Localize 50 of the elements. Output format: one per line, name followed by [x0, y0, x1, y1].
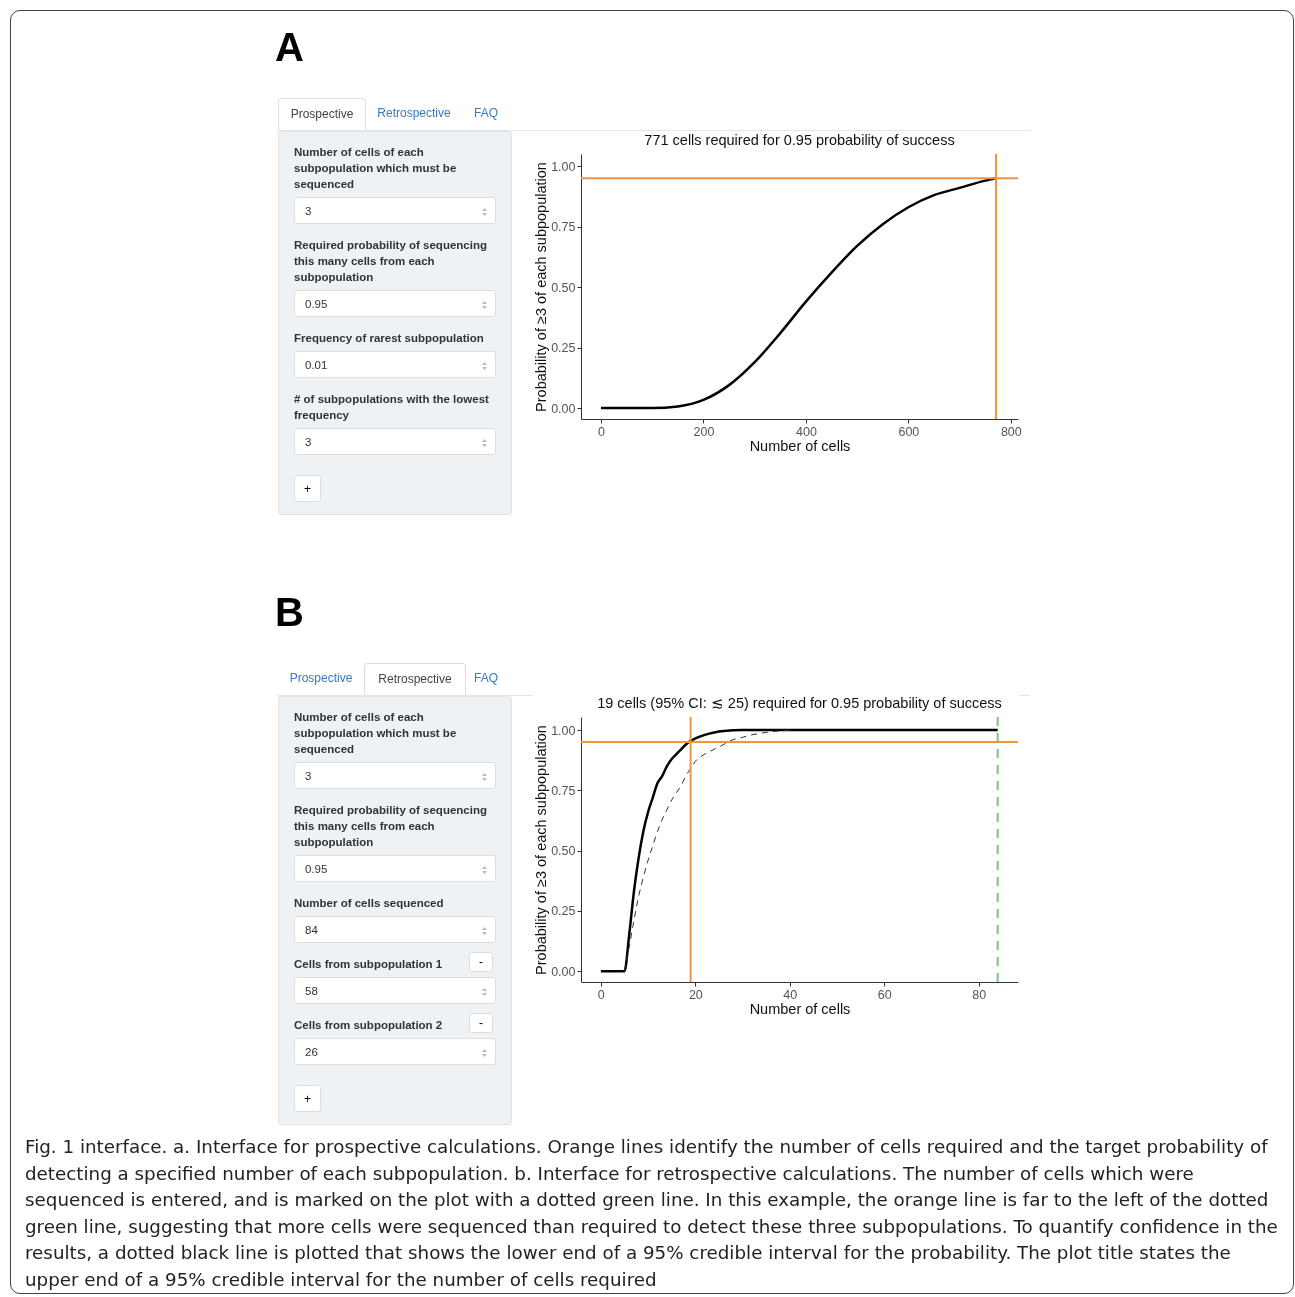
- y-tick-label: 0.50: [551, 280, 576, 295]
- number-field: 3: [294, 762, 496, 789]
- y-tick-label: 0.00: [551, 964, 576, 979]
- x-tick-label: 200: [693, 424, 715, 439]
- button: -: [469, 1013, 493, 1033]
- number-field: 3: [294, 197, 496, 224]
- number-field: 0.95: [294, 855, 496, 882]
- number-field: 3: [294, 428, 496, 455]
- button: -: [469, 952, 493, 972]
- text: FAQ: [473, 105, 499, 122]
- x-tick-label: 0: [597, 987, 605, 1002]
- x-tick-label: 40: [783, 987, 798, 1002]
- text: FAQ: [473, 670, 499, 687]
- y-tick-label: 0.75: [551, 783, 576, 798]
- text: Prospective: [288, 670, 354, 687]
- y-tick-label: 0.00: [551, 401, 576, 416]
- x-axis-title: Number of cells: [749, 438, 851, 454]
- chart-title: 771 cells required for 0.95 probability of success: [644, 131, 955, 148]
- y-axis-title: Probability of ≥3 of each subpopulation: [533, 162, 550, 412]
- x-tick-label: 20: [688, 987, 703, 1002]
- text: B: [275, 590, 304, 635]
- number-field: 84: [294, 916, 496, 943]
- text: Prospective: [278, 98, 366, 130]
- y-axis-title: Probability of ≥3 of each subpopulation: [533, 725, 550, 975]
- button: +: [294, 475, 321, 502]
- form-panel: Number of cells of each subpopulation which must be sequenced 3 Required probability of sequencing this many cells from each subpopulation 0.95 Number of cells sequenced 84 Cells from subpopulation 1 - 58 Cells from subpopulation 2 - 26 +: [278, 696, 512, 1125]
- y-tick-label: 0.25: [551, 341, 576, 356]
- y-tick-label: 0.50: [551, 844, 576, 859]
- x-axis-title: Number of cells: [749, 1001, 851, 1017]
- text: Retrospective: [376, 105, 452, 122]
- y-tick-label: 0.75: [551, 220, 576, 235]
- x-tick-label: 80: [972, 987, 987, 1002]
- chart-title: 19 cells (95% CI: ≲ 25) required for 0.95 probability of success: [597, 694, 1002, 711]
- caption: Fig. 1 interface. a. Interface for prospective calculations. Orange lines identify the number of cells required and the target probability of detecting a specified number of each subpopulation. b. Interface for retrospective calculations. The number of cells which were sequenced is entered, and is marked on the plot with a dotted green line. In this example, the orange line is far to the left of the dotted green line, suggesting that more cells were sequenced than required to detect these three subpopulations. To quantify confidence in the results, a dotted black line is plotted that shows the lower end of a 95% credible interval for the probability. The plot title states the upper end of a 95% credible interval for the number of cells required: [25, 1135, 1279, 1292]
- y-tick-label: 1.00: [551, 723, 576, 738]
- y-tick-label: 1.00: [551, 159, 576, 174]
- number-field: 58: [294, 977, 496, 1004]
- text: Retrospective: [364, 663, 466, 695]
- x-tick-label: 60: [877, 987, 892, 1002]
- number-field: 0.95: [294, 290, 496, 317]
- x-tick-label: 0: [598, 424, 605, 439]
- number-field: 26: [294, 1038, 496, 1065]
- text: A: [275, 25, 304, 70]
- form-panel: Number of cells of each subpopulation which must be sequenced 3 Required probability of sequencing this many cells from each subpopulation 0.95 Frequency of rarest subpopulation 0.01 # of subpopulations with the lowest frequency 3 +: [278, 131, 512, 515]
- x-tick-label: 400: [795, 424, 817, 439]
- x-tick-label: 800: [1000, 424, 1022, 439]
- number-field: 0.01: [294, 351, 496, 378]
- y-tick-label: 0.25: [551, 904, 576, 919]
- x-tick-label: 600: [898, 424, 920, 439]
- button: +: [294, 1085, 321, 1112]
